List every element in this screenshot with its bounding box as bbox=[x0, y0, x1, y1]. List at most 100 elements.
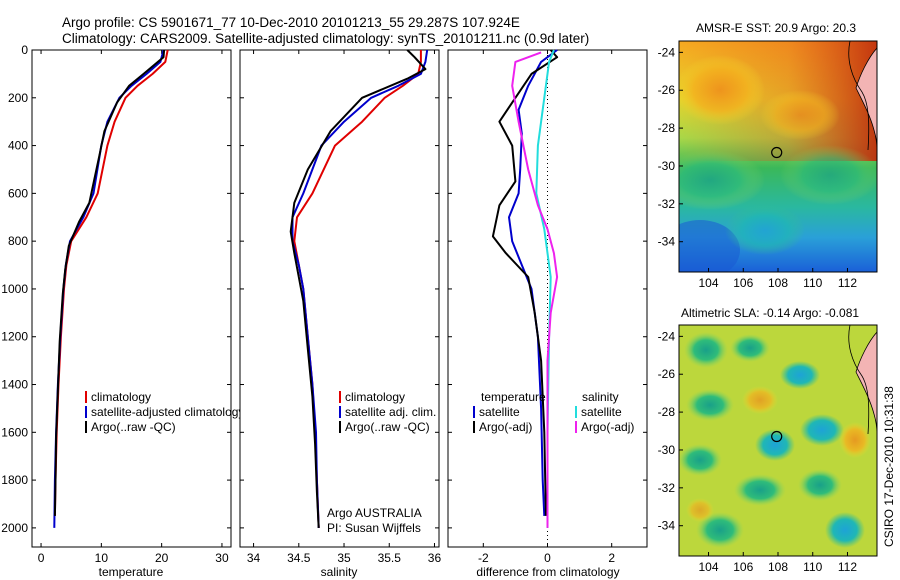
ytick-label: -24 bbox=[658, 329, 676, 343]
legend-label-sal-argo: Argo(-adj) bbox=[581, 420, 634, 434]
sst-map-title: AMSR-E SST: 20.9 Argo: 20.3 bbox=[696, 21, 856, 35]
legend-label-argo: Argo(..raw -QC) bbox=[345, 420, 430, 434]
ytick-label: 0 bbox=[21, 43, 28, 57]
xtick-label: 0 bbox=[38, 551, 45, 565]
xtick-label: 106 bbox=[733, 560, 753, 574]
temperature-panel: 0 200 400 600 800 1000 1200 1400 1600 1800 2000 0 1… bbox=[1, 43, 244, 579]
ytick-label: -34 bbox=[658, 519, 676, 533]
temperature-series bbox=[53, 49, 169, 528]
series-line-argo-raw-qc- bbox=[289, 49, 427, 528]
ytick-label: -28 bbox=[658, 405, 676, 419]
temperature-axes-frame bbox=[31, 49, 232, 548]
salinity-xticks: 34 34.5 35 35.5 36 bbox=[247, 50, 442, 565]
legend-label-climatology: climatology bbox=[345, 390, 405, 404]
figure-title-line2: Climatology: CARS2009. Satellite-adjuste… bbox=[62, 31, 589, 46]
sst-map-ticks: 104 106 108 110 112 -24 -26 -28 -30 -32 -34 bbox=[658, 45, 858, 290]
legend-label-temp-satellite: satellite bbox=[479, 405, 520, 419]
ytick-label: 1000 bbox=[1, 282, 28, 296]
series-line-argo-raw-qc- bbox=[53, 49, 166, 516]
ytick-label: -32 bbox=[658, 481, 676, 495]
temperature-yticks: 0 200 400 600 800 1000 1200 1400 1600 1800 2000 bbox=[1, 43, 231, 535]
sst-heatmap bbox=[679, 41, 877, 272]
ytick-label: -28 bbox=[658, 121, 676, 135]
ytick-label: -30 bbox=[658, 443, 676, 457]
ytick-label: 1800 bbox=[1, 473, 28, 487]
xtick-label: 36 bbox=[428, 551, 442, 565]
difference-yticks bbox=[448, 49, 647, 529]
argo-pi-annotation: PI: Susan Wijffels bbox=[327, 521, 421, 535]
ytick-label: 1600 bbox=[1, 425, 28, 439]
xtick-label: 106 bbox=[733, 276, 753, 290]
xtick-label: 112 bbox=[838, 276, 857, 290]
xtick-label: 108 bbox=[768, 560, 788, 574]
ytick-label: 1200 bbox=[1, 330, 28, 344]
legend-label-satellite: satellite adj. clim. bbox=[345, 405, 436, 419]
ytick-label: 600 bbox=[8, 186, 28, 200]
xtick-label: 104 bbox=[699, 560, 719, 574]
ytick-label: -34 bbox=[658, 235, 676, 249]
salinity-legend: climatology satellite adj. clim. Argo(..… bbox=[339, 390, 436, 434]
ytick-label: -26 bbox=[658, 367, 676, 381]
salinity-axes-frame bbox=[239, 49, 440, 548]
xtick-label: 2 bbox=[608, 551, 615, 565]
series-line-temperature-satellite bbox=[508, 49, 558, 516]
ytick-label: 200 bbox=[8, 91, 28, 105]
salinity-panel: 34 34.5 35 35.5 36 salinity climatology sate… bbox=[239, 49, 442, 579]
difference-xlabel: difference from climatology bbox=[476, 565, 619, 579]
difference-legend: temperature satellite Argo(-adj) salinit… bbox=[473, 390, 634, 434]
xtick-label: 104 bbox=[699, 276, 719, 290]
side-timestamp: CSIRO 17-Dec-2010 10:31:38 bbox=[882, 386, 896, 547]
series-line-salinity-argo-adj- bbox=[511, 51, 559, 528]
temperature-xticks: 0 10 20 30 bbox=[38, 50, 229, 565]
difference-series bbox=[491, 49, 559, 528]
difference-xticks: -2 0 2 bbox=[478, 50, 615, 565]
series-line-salinity-satellite bbox=[535, 49, 555, 528]
argo-country-annotation: Argo AUSTRALIA bbox=[327, 506, 422, 520]
temperature-legend: climatology satellite-adjusted climatolo… bbox=[85, 390, 244, 434]
legend-title-salinity: salinity bbox=[582, 390, 619, 404]
coast-contour bbox=[848, 41, 870, 151]
legend-label-temp-argo: Argo(-adj) bbox=[479, 420, 532, 434]
argo-location-marker bbox=[771, 146, 783, 159]
ytick-label: -26 bbox=[658, 83, 676, 97]
sla-map-title: Altimetric SLA: -0.14 Argo: -0.081 bbox=[681, 306, 859, 320]
ytick-label: 400 bbox=[8, 139, 28, 153]
legend-label-climatology: climatology bbox=[91, 390, 151, 404]
xtick-label: 110 bbox=[803, 560, 822, 574]
figure-title-line1: Argo profile: CS 5901671_77 10-Dec-2010 … bbox=[62, 15, 520, 30]
xtick-label: 35.5 bbox=[378, 551, 402, 565]
xtick-label: 108 bbox=[768, 276, 788, 290]
xtick-label: 112 bbox=[838, 560, 857, 574]
xtick-label: 0 bbox=[544, 551, 551, 565]
sst-map-panel: AMSR-E SST: 20.9 Argo: 20.3 104 106 108 110… bbox=[658, 21, 878, 290]
xtick-label: 110 bbox=[803, 276, 822, 290]
salinity-yticks bbox=[240, 49, 439, 529]
xtick-label: 30 bbox=[215, 551, 229, 565]
temperature-xlabel: temperature bbox=[99, 565, 164, 579]
xtick-label: 34 bbox=[247, 551, 261, 565]
ytick-label: 2000 bbox=[1, 521, 28, 535]
salinity-series bbox=[289, 49, 429, 528]
legend-label-satellite: satellite-adjusted climatology bbox=[91, 405, 244, 419]
legend-label-argo: Argo(..raw -QC) bbox=[91, 420, 176, 434]
xtick-label: 10 bbox=[95, 551, 109, 565]
ytick-label: -24 bbox=[658, 45, 676, 59]
legend-label-sal-satellite: satellite bbox=[581, 405, 622, 419]
sla-map-panel: Altimetric SLA: -0.14 Argo: -0.081 104 10… bbox=[658, 306, 878, 574]
sla-map-ticks: 104 106 108 110 112 -24 -26 -28 -30 -32 -34 bbox=[658, 329, 858, 574]
salinity-xlabel: salinity bbox=[321, 565, 358, 579]
xtick-label: 20 bbox=[155, 551, 169, 565]
ytick-label: -30 bbox=[658, 159, 676, 173]
xtick-label: 35 bbox=[337, 551, 351, 565]
xtick-label: 34.5 bbox=[287, 551, 311, 565]
coast-contour bbox=[848, 325, 870, 435]
ytick-label: 1400 bbox=[1, 378, 28, 392]
series-line-temperature-argo-adj- bbox=[491, 49, 559, 516]
xtick-label: -2 bbox=[478, 551, 489, 565]
argo-location-marker bbox=[771, 430, 783, 443]
difference-panel: -2 0 2 difference from climatology tempera… bbox=[447, 49, 648, 579]
ytick-label: 800 bbox=[8, 234, 28, 248]
legend-title-temperature: temperature bbox=[481, 390, 546, 404]
sla-heatmap bbox=[679, 325, 877, 556]
